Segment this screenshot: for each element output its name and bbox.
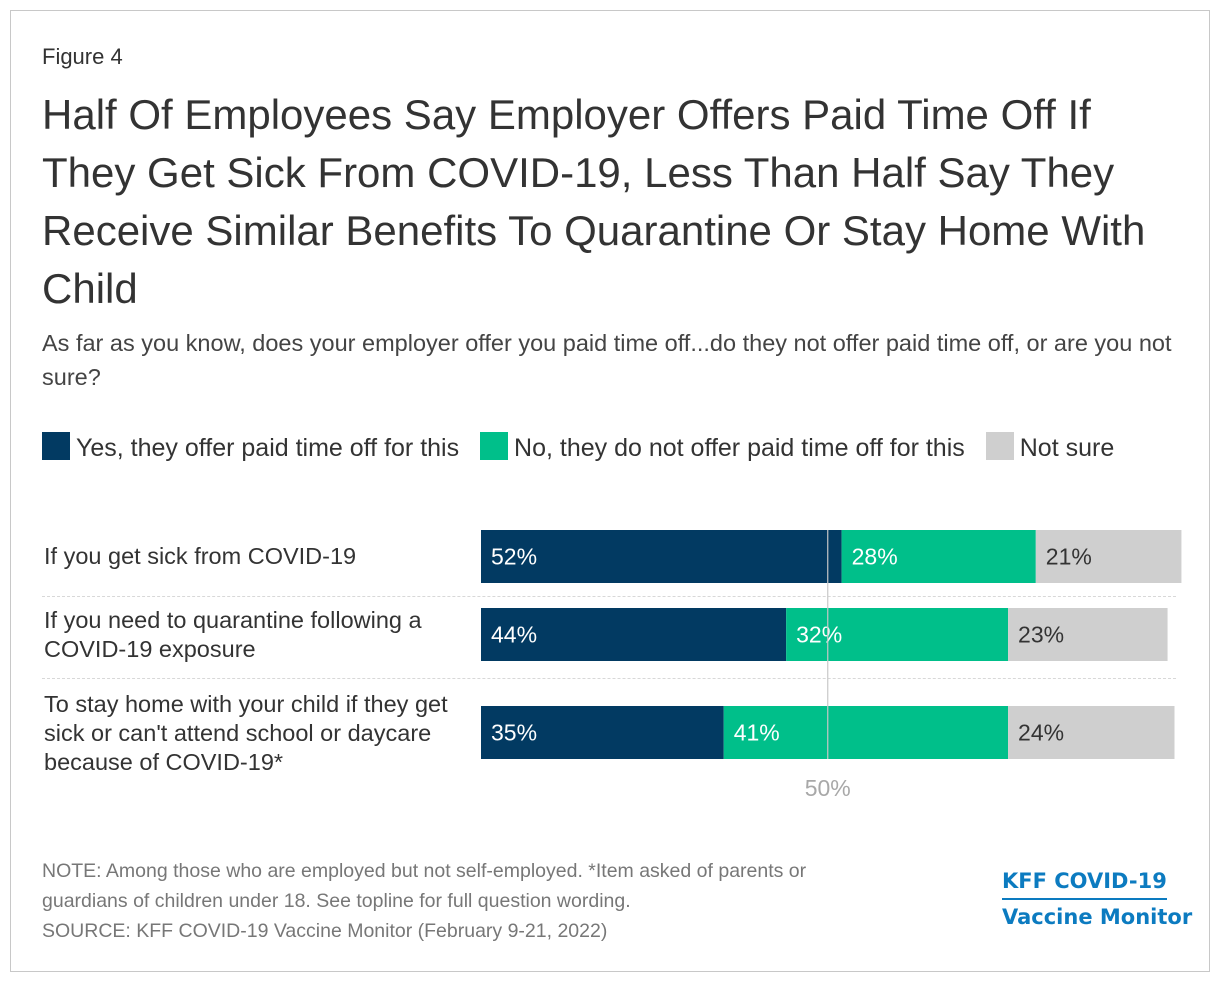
data-label-yes-row-3: 35% bbox=[491, 720, 537, 746]
bar-not-sure-row-2 bbox=[1008, 608, 1168, 661]
legend-item-yes: Yes, they offer paid time off for this bbox=[42, 432, 460, 462]
row-label-quarantine: If you need to quarantine following a CO… bbox=[44, 607, 422, 662]
bar-no-row-3 bbox=[723, 706, 1009, 759]
bar-yes-row-3 bbox=[481, 706, 724, 759]
bar-not-sure-row-3 bbox=[1008, 706, 1175, 759]
kff-brand-logo: KFF COVID-19 Vaccine Monitor bbox=[1002, 864, 1192, 934]
brand-line-1: KFF COVID-19 bbox=[1002, 864, 1167, 900]
figure-label: Figure 4 bbox=[42, 44, 123, 69]
legend-label-no: No, they do not offer paid time off for … bbox=[514, 434, 965, 462]
legend-item-not-sure: Not sure bbox=[985, 432, 1115, 462]
figure-frame bbox=[10, 10, 1210, 972]
reference-line-label: 50% bbox=[805, 775, 851, 801]
row-divider bbox=[42, 678, 1176, 679]
data-label-not-sure-row-3: 24% bbox=[1018, 720, 1064, 746]
chart-subtitle: As far as you know, does your employer o… bbox=[42, 330, 1172, 390]
note-line-2: guardians of children under 18. See topl… bbox=[42, 890, 631, 912]
brand-line-2: Vaccine Monitor bbox=[1002, 905, 1193, 929]
note-line-1: NOTE: Among those who are employed but n… bbox=[42, 860, 807, 882]
row-label-child: To stay home with your child if they get… bbox=[44, 691, 448, 775]
source-line: SOURCE: KFF COVID-19 Vaccine Monitor (Fe… bbox=[42, 920, 608, 942]
data-label-not-sure-row-1: 21% bbox=[1046, 544, 1092, 570]
legend-label-yes: Yes, they offer paid time off for this bbox=[76, 434, 460, 462]
bar-no-row-2 bbox=[786, 608, 1009, 661]
bar-yes-row-1 bbox=[481, 530, 842, 583]
bar-not-sure-row-1 bbox=[1035, 530, 1182, 583]
row-divider bbox=[42, 596, 1176, 597]
legend-label-not-sure: Not sure bbox=[1019, 434, 1115, 462]
chart-title: Half Of Employees Say Employer Offers Pa… bbox=[42, 91, 1146, 312]
legend-swatch-no bbox=[480, 432, 509, 460]
bar-no-row-1 bbox=[841, 530, 1036, 583]
data-label-no-row-1: 28% bbox=[852, 544, 898, 570]
data-label-not-sure-row-2: 23% bbox=[1018, 622, 1064, 648]
legend: Yes, they offer paid time off for this N… bbox=[42, 428, 1182, 468]
row-label-sick: If you get sick from COVID-19 bbox=[44, 543, 357, 569]
legend-item-no: No, they do not offer paid time off for … bbox=[480, 432, 965, 462]
data-label-no-row-3: 41% bbox=[734, 720, 780, 746]
chart-note: NOTE: Among those who are employed but n… bbox=[42, 856, 942, 946]
data-label-yes-row-1: 52% bbox=[491, 544, 537, 570]
data-label-no-row-2: 32% bbox=[796, 622, 842, 648]
legend-swatch-yes bbox=[42, 432, 70, 460]
data-label-yes-row-2: 44% bbox=[491, 622, 537, 648]
legend-swatch-not-sure bbox=[985, 432, 1014, 460]
bar-yes-row-2 bbox=[481, 608, 787, 661]
